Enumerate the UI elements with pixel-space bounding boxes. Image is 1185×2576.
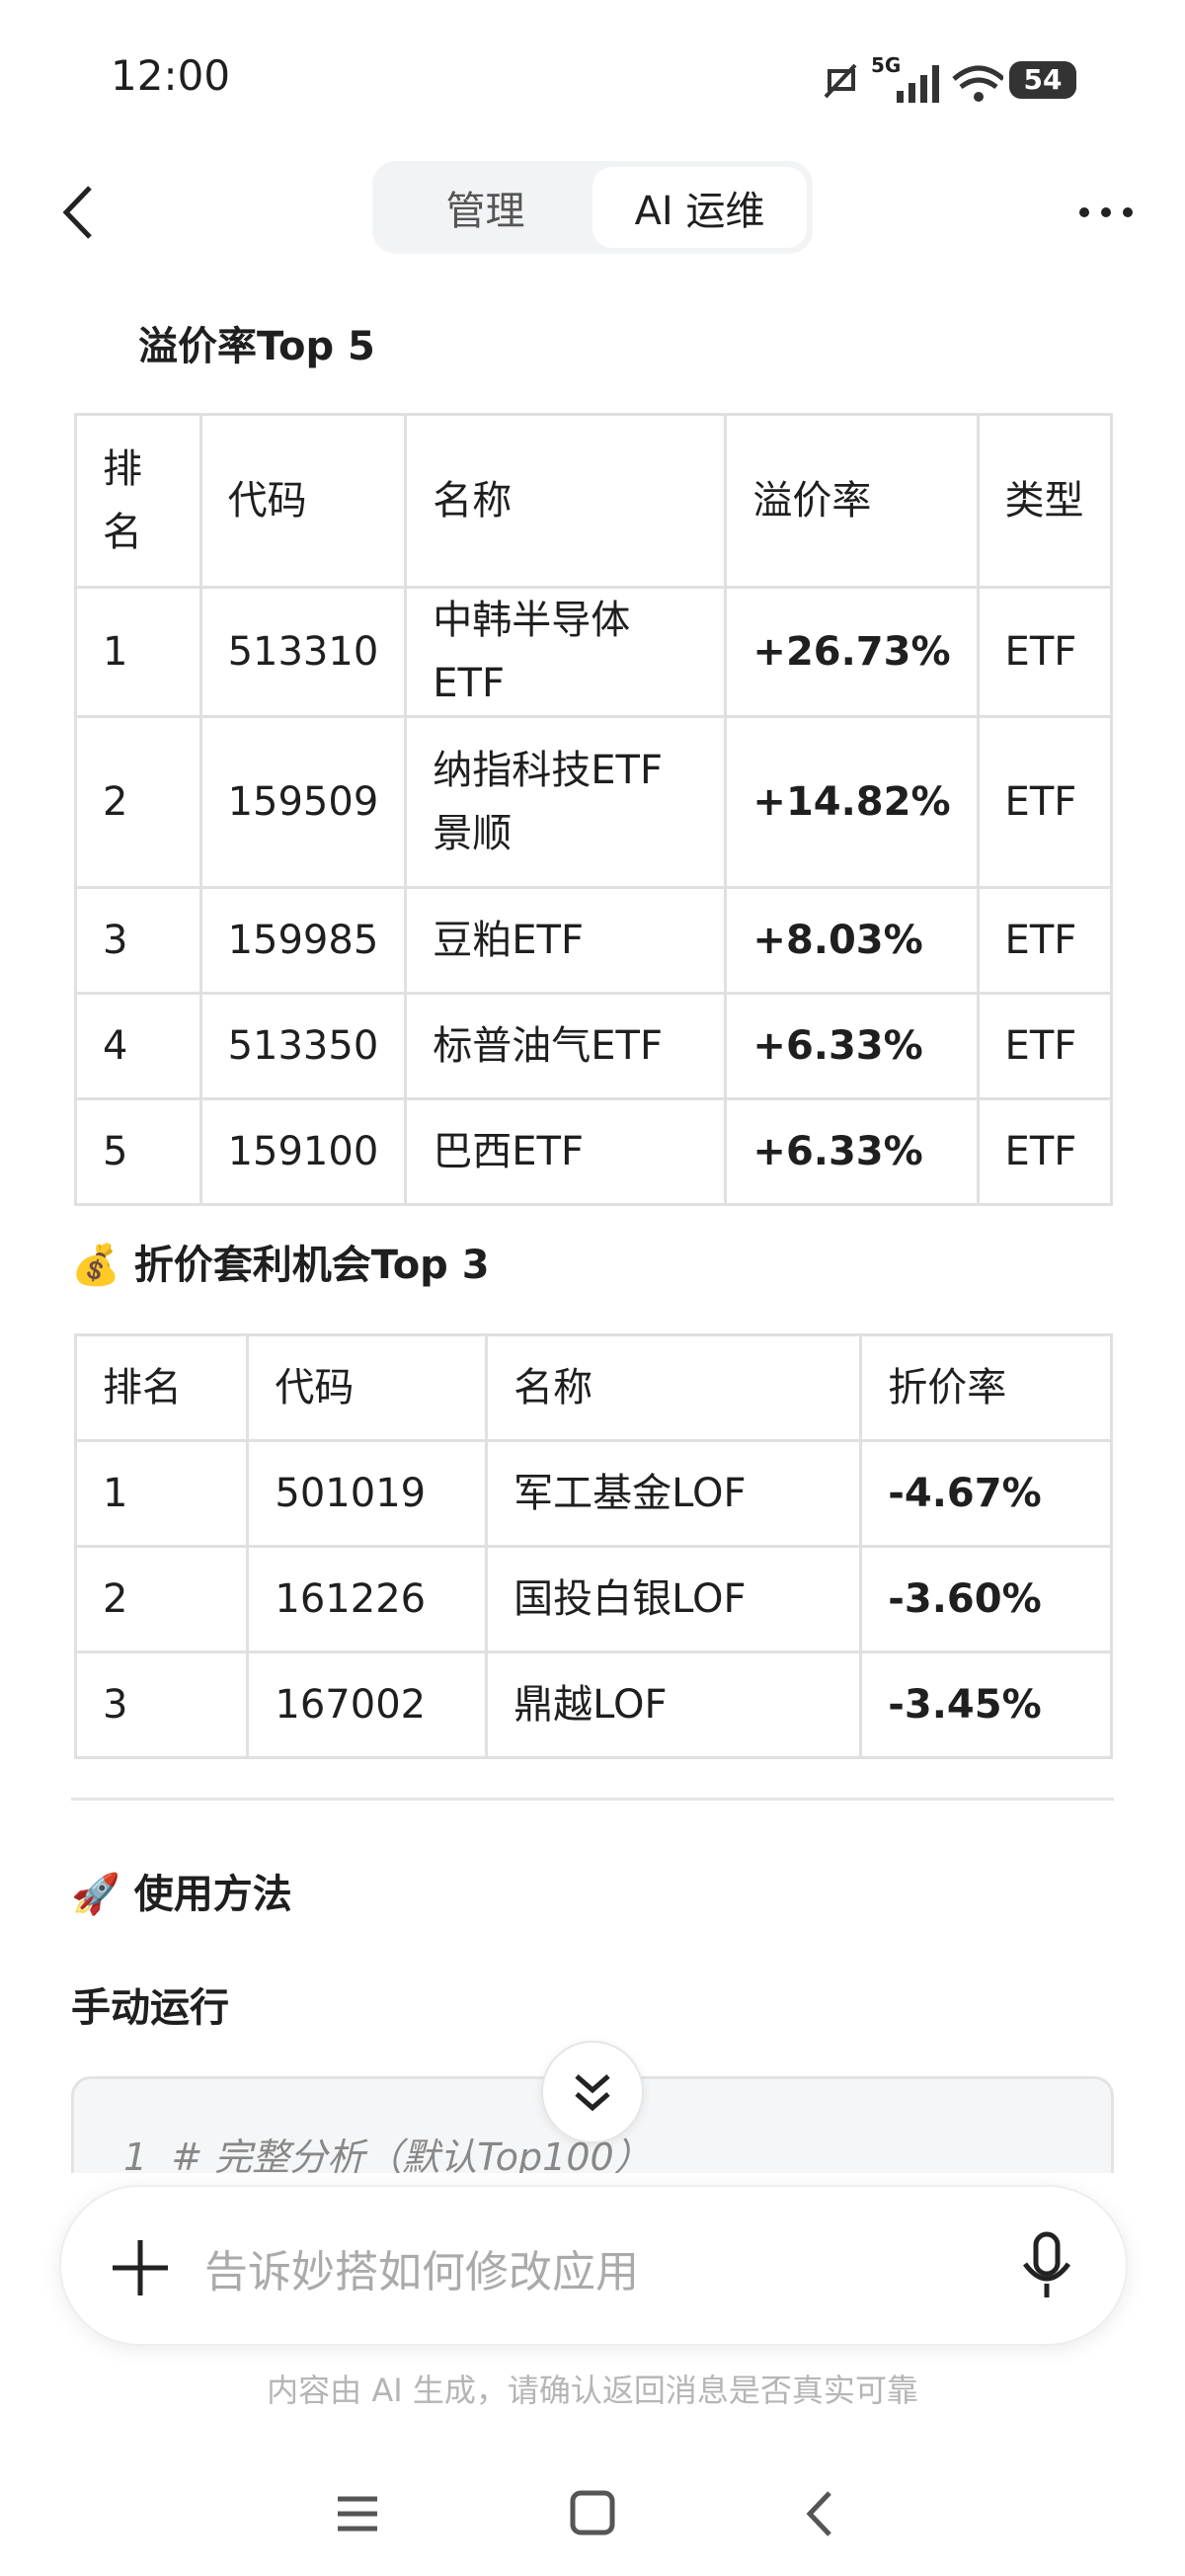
cell: -4.67% xyxy=(859,1439,1113,1548)
code-line: # 完整分析（默认Top100） xyxy=(171,2135,652,2179)
cell: ETF xyxy=(976,886,1114,995)
cell: 4 xyxy=(74,992,202,1100)
cell: 5 xyxy=(74,1097,202,1206)
cell: 豆粕ETF xyxy=(404,886,728,995)
cell: 161226 xyxy=(246,1545,489,1653)
cell: ETF xyxy=(976,992,1114,1100)
cell: 巴西ETF xyxy=(404,1097,728,1206)
header-row: 排名 代码 名称 溢价率 类型 xyxy=(74,413,1114,589)
status-bar: 12:00 5G 54 xyxy=(0,0,1185,138)
cell: ETF xyxy=(976,586,1114,718)
input-placeholder: 告诉妙搭如何修改应用 xyxy=(204,2247,639,2297)
disclaimer: 内容由 AI 生成，请确认返回消息是否真实可靠 xyxy=(267,2372,918,2409)
cell: ETF xyxy=(976,1097,1114,1206)
cell: 2 xyxy=(74,715,202,889)
line-number: 1 xyxy=(123,2135,148,2179)
header-row: 排名 代码 名称 折价率 xyxy=(73,1333,1113,1442)
cell: 1 xyxy=(73,1439,250,1548)
cell: 167002 xyxy=(246,1650,489,1759)
nav-bar xyxy=(338,2490,831,2536)
header-cell: 溢价率 xyxy=(724,413,980,589)
tabs: 管理 AI 运维 xyxy=(372,161,813,254)
cell: 军工基金LOF xyxy=(485,1439,863,1548)
cell: 鼎越LOF xyxy=(485,1650,863,1759)
network: 5G xyxy=(871,53,902,77)
cell: ETF xyxy=(976,715,1114,889)
cell: 513350 xyxy=(198,992,408,1100)
header-cell: 类型 xyxy=(976,413,1114,589)
cell: 2 xyxy=(73,1545,250,1653)
section-heading: 溢价率Top 5 xyxy=(138,324,375,369)
row: 5 159100 巴西ETF +6.33% ETF xyxy=(74,1097,1114,1206)
row: 1 501019 军工基金LOF -4.67% xyxy=(73,1439,1113,1548)
cell: 中韩半导体ETF xyxy=(404,586,728,718)
header-cell: 名称 xyxy=(485,1333,863,1442)
cell: +8.03% xyxy=(724,886,980,995)
cell: 159100 xyxy=(198,1097,408,1206)
divider xyxy=(71,1798,1114,1801)
cell: +14.82% xyxy=(724,715,980,889)
header-cell: 代码 xyxy=(246,1333,489,1442)
more-button[interactable] xyxy=(1076,198,1136,227)
cell: 1 xyxy=(74,586,202,718)
time: 12:00 xyxy=(111,51,231,100)
back-button[interactable] xyxy=(54,178,104,247)
cell: +26.73% xyxy=(724,586,980,718)
row: 3 167002 鼎越LOF -3.45% xyxy=(73,1650,1113,1759)
row: 2 159509 纳指科技ETF景顺 +14.82% ETF xyxy=(74,715,1114,889)
cell: 3 xyxy=(73,1650,250,1759)
cell: 标普油气ETF xyxy=(404,992,728,1100)
cell: 159985 xyxy=(198,886,408,995)
header-cell: 名称 xyxy=(404,413,728,589)
mic-button[interactable] xyxy=(1017,2228,1076,2307)
bottom-bar: 告诉妙搭如何修改应用 内容由 AI 生成，请确认返回消息是否真实可靠 xyxy=(0,2173,1185,2576)
cell: 纳指科技ETF景顺 xyxy=(404,715,728,889)
header-cell: 代码 xyxy=(198,413,408,589)
cell: 159509 xyxy=(198,715,408,889)
cell: 501019 xyxy=(246,1439,489,1548)
tab[interactable]: AI 运维 xyxy=(592,167,807,248)
cell: +6.33% xyxy=(724,992,980,1100)
cell: 3 xyxy=(74,886,202,995)
row: 2 161226 国投白银LOF -3.60% xyxy=(73,1545,1113,1653)
battery: 54 xyxy=(1009,61,1076,99)
cell: 国投白银LOF xyxy=(485,1545,863,1653)
subheading: 手动运行 xyxy=(71,1985,229,2031)
tab[interactable]: 管理 xyxy=(445,189,525,234)
header-cell: 排名 xyxy=(73,1333,250,1442)
input-box[interactable]: 告诉妙搭如何修改应用 xyxy=(59,2185,1128,2346)
cell: +6.33% xyxy=(724,1097,980,1206)
cell: -3.60% xyxy=(859,1545,1113,1653)
status-icons xyxy=(824,63,1003,103)
premium-table: 排名 代码 名称 溢价率 类型 1 513310 中韩半导体ETF +26.73% ETF 2 159… xyxy=(74,413,1114,1206)
cell: -3.45% xyxy=(859,1650,1113,1759)
section-heading: 💰 折价套利机会Top 3 xyxy=(71,1243,490,1288)
header: 管理 AI 运维 xyxy=(0,138,1185,306)
section-heading: 🚀 使用方法 xyxy=(71,1872,292,1917)
header-cell: 折价率 xyxy=(859,1333,1113,1442)
cell: 513310 xyxy=(198,586,408,718)
add-button[interactable] xyxy=(111,2238,170,2297)
row: 4 513350 标普油气ETF +6.33% ETF xyxy=(74,992,1114,1100)
discount-table: 排名 代码 名称 折价率 1 501019 军工基金LOF -4.67% 2 161226 国投白银… xyxy=(73,1333,1113,1759)
row: 1 513310 中韩半导体ETF +26.73% ETF xyxy=(74,586,1114,718)
row: 3 159985 豆粕ETF +8.03% ETF xyxy=(74,886,1114,995)
header-cell: 排名 xyxy=(74,413,202,589)
scroll-down-button[interactable] xyxy=(541,2041,644,2143)
